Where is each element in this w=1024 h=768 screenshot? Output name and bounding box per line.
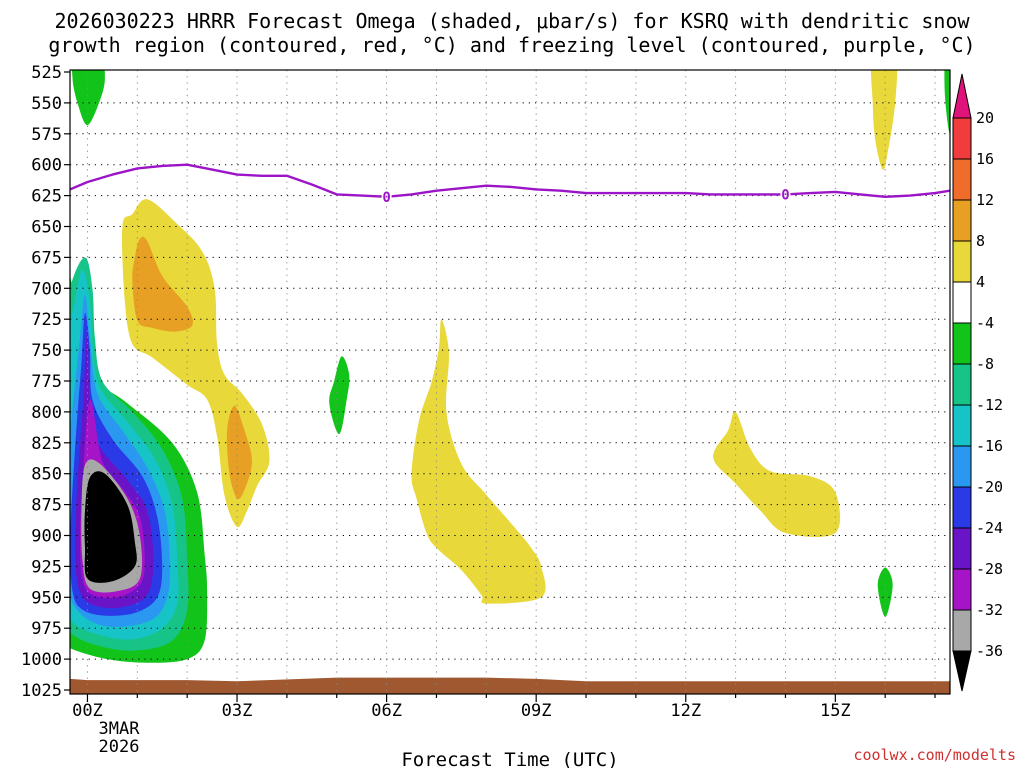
y-axis-pressure: 525 550 575 600 625 650 675 700 725 750 775 800 825 8… [21, 63, 70, 701]
y-tick-label-600: 600 [31, 156, 62, 176]
omega-region-17 [411, 319, 546, 604]
y-tick-label-775: 775 [31, 372, 62, 392]
colorbar-top-arrow [952, 73, 972, 119]
colorbar-label--8: -8 [976, 355, 994, 373]
freezing-level-line [70, 163, 950, 198]
colorbar-label-4: 4 [976, 273, 985, 291]
omega-region-18 [713, 411, 841, 538]
y-tick-label-850: 850 [31, 465, 62, 485]
omega-region-13 [944, 70, 950, 134]
omega-region-11 [329, 356, 350, 435]
colorbar-box-5 [952, 281, 972, 324]
colorbar-box-8 [952, 404, 972, 447]
y-tick-label-1025: 1025 [21, 681, 62, 701]
colorbar-label-20: 20 [976, 109, 994, 127]
y-tick-label-950: 950 [31, 588, 62, 608]
y-tick-label-525: 525 [31, 63, 62, 83]
y-tick-label-1000: 1000 [21, 650, 62, 670]
y-tick-label-650: 650 [31, 218, 62, 238]
colorbar-legend: 20 16 12 8 4 -4 -8 -12 -16 -20 -24 -28 -32 -36 [952, 73, 1003, 692]
colorbar-label-8: 8 [976, 232, 985, 250]
colorbar-box-3 [952, 199, 972, 242]
omega-region-16 [226, 405, 252, 500]
surface-terrain-band [70, 677, 950, 694]
colorbar-box-10 [952, 486, 972, 529]
date-label-month: 3MAR [99, 719, 141, 739]
x-axis-time: 00Z 03Z 06Z 09Z 12Z 15Z [72, 694, 936, 721]
colorbar-box-11 [952, 527, 972, 570]
surface-terrain-layer [70, 677, 950, 694]
colorbar-box-2 [952, 158, 972, 201]
colorbar-label-12: 12 [976, 191, 994, 209]
x-axis-title: Forecast Time (UTC) [401, 749, 618, 768]
freezing-label-bg-14 [780, 187, 791, 202]
omega-shading-layer [70, 70, 950, 663]
colorbar-box-9 [952, 445, 972, 488]
colorbar-box-4 [952, 240, 972, 283]
omega-region-9 [84, 471, 137, 583]
colorbar-label--32: -32 [976, 601, 1003, 619]
y-tick-label-875: 875 [31, 496, 62, 516]
colorbar-label-16: 16 [976, 150, 994, 168]
colorbar-box-1 [952, 117, 972, 160]
y-tick-label-800: 800 [31, 403, 62, 423]
y-tick-label-825: 825 [31, 434, 62, 454]
colorbar-label--28: -28 [976, 560, 1003, 578]
x-tick-label-06Z: 06Z [371, 701, 402, 721]
x-tick-label-03Z: 03Z [222, 701, 253, 721]
y-tick-label-675: 675 [31, 248, 62, 268]
omega-region-19 [870, 70, 898, 170]
x-tick-label-15Z: 15Z [820, 701, 851, 721]
freezing-level-label-6: 0 [382, 190, 390, 206]
credit-text: coolwx.com/modelts [853, 746, 1016, 764]
plot-frame [69, 69, 951, 695]
y-tick-label-900: 900 [31, 527, 62, 547]
colorbar-label--36: -36 [976, 642, 1003, 660]
x-tick-label-12Z: 12Z [670, 701, 701, 721]
colorbar-label--12: -12 [976, 396, 1003, 414]
y-tick-label-975: 975 [31, 619, 62, 639]
y-tick-label-925: 925 [31, 557, 62, 577]
y-tick-label-575: 575 [31, 125, 62, 145]
chart-title-line-2: growth region (contoured, red, °C) and f… [48, 33, 975, 57]
date-label-year: 2026 [99, 737, 140, 757]
y-tick-label-725: 725 [31, 310, 62, 330]
omega-region-12 [877, 567, 893, 618]
y-tick-label-625: 625 [31, 187, 62, 207]
colorbar-box-7 [952, 363, 972, 406]
omega-region-10 [71, 70, 105, 126]
colorbar-label--4: -4 [976, 314, 994, 332]
chart-title-line-1: 2026030223 HRRR Forecast Omega (shaded, … [54, 9, 970, 33]
freezing-level-label-14: 0 [781, 187, 789, 203]
colorbar-box-12 [952, 568, 972, 611]
colorbar-box-6 [952, 322, 972, 365]
colorbar-label--20: -20 [976, 478, 1003, 496]
colorbar-label--16: -16 [976, 437, 1003, 455]
x-tick-label-00Z: 00Z [72, 701, 103, 721]
freezing-label-bg-6 [381, 189, 392, 204]
omega-region-15 [132, 236, 193, 332]
x-tick-label-09Z: 09Z [521, 701, 552, 721]
y-tick-label-750: 750 [31, 341, 62, 361]
colorbar-bottom-arrow [952, 650, 972, 692]
colorbar-label--24: -24 [976, 519, 1003, 537]
y-tick-label-700: 700 [31, 279, 62, 299]
y-tick-label-550: 550 [31, 94, 62, 114]
colorbar-box-13 [952, 609, 972, 652]
